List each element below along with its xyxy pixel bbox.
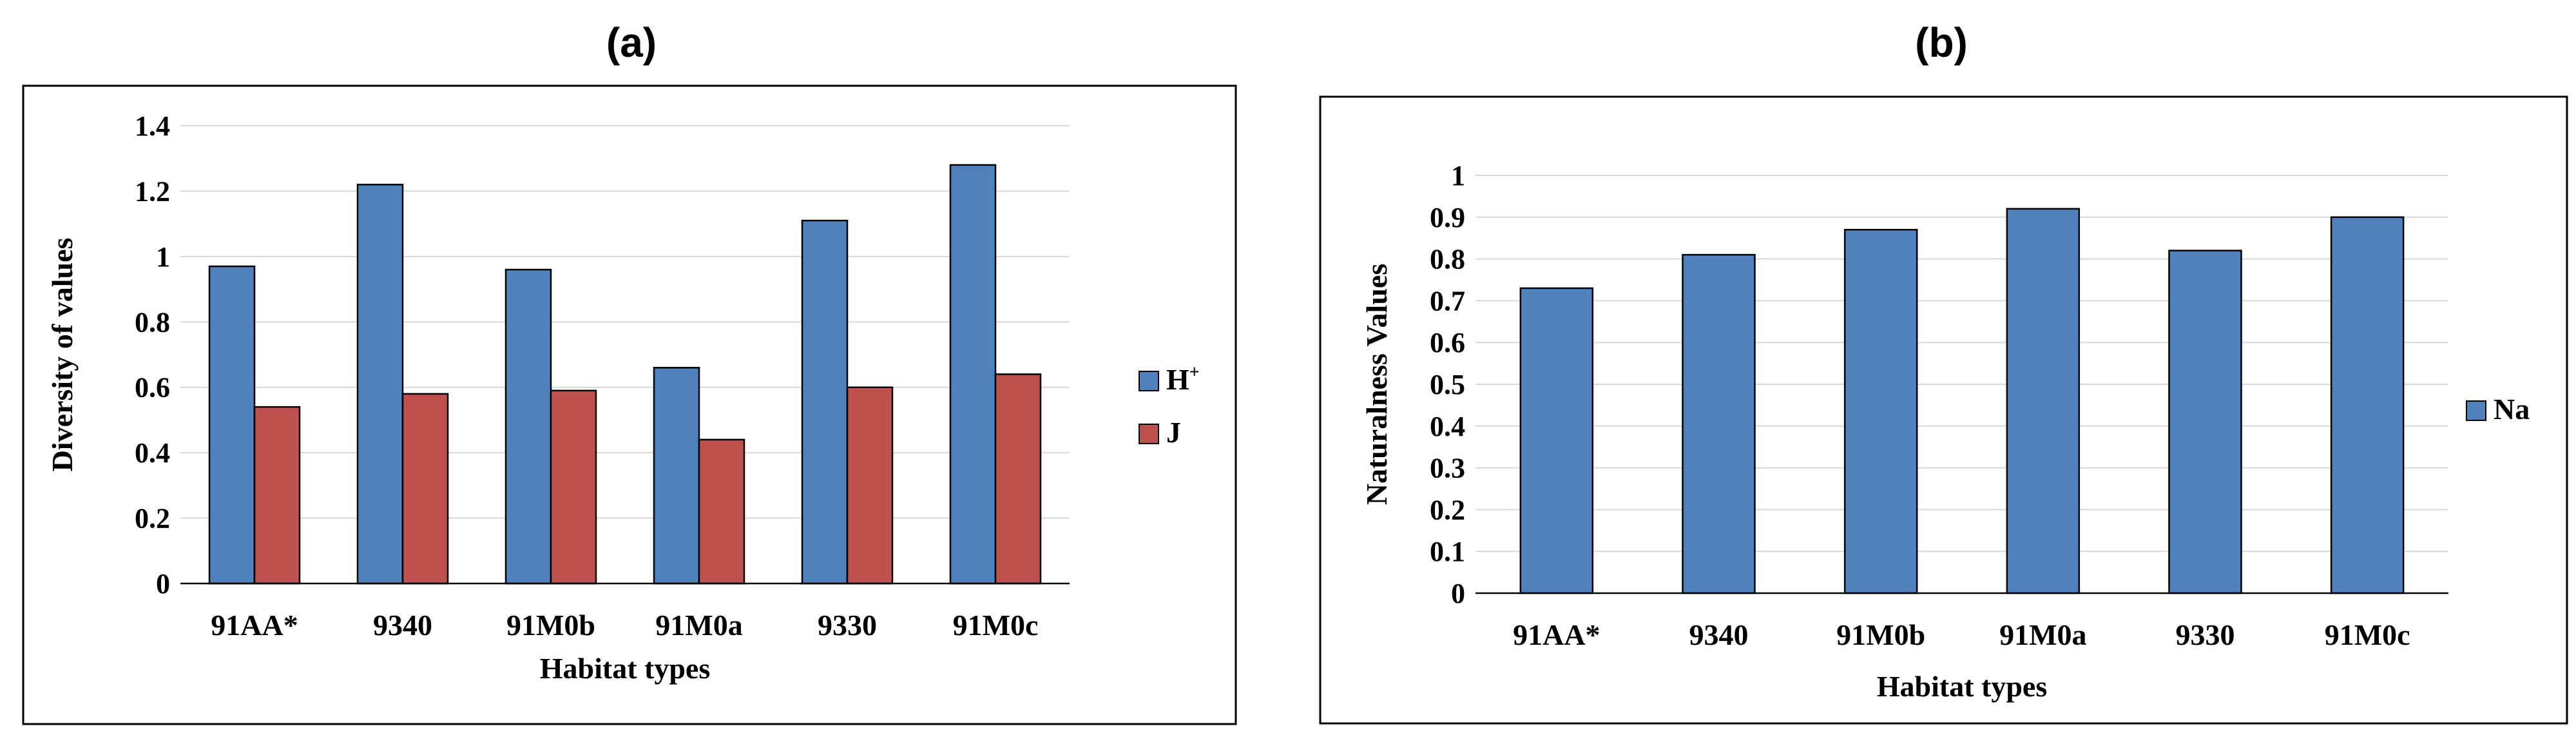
y-tick-label: 0 (1451, 578, 1465, 609)
y-tick-label: 0.7 (1430, 285, 1465, 317)
panel-b-label: (b) (1915, 19, 1968, 66)
x-tick-label: 9330 (818, 609, 877, 642)
bar-j-91AA* (253, 406, 301, 585)
y-tick-label: 0.8 (135, 306, 170, 338)
y-tick-label: 0.9 (1430, 202, 1465, 233)
y-tick-label: 0.6 (1430, 327, 1465, 358)
x-tick-label: 91M0c (953, 609, 1039, 642)
y-tick-label: 1 (156, 241, 170, 273)
legend-swatch-h (1139, 371, 1159, 391)
bar-h-9330 (801, 219, 849, 585)
y-tick-label: 0.6 (135, 372, 170, 404)
x-tick-label: 91AA* (211, 609, 298, 642)
bar-na-91AA* (1519, 287, 1594, 594)
y-tick-label: 0.4 (135, 437, 170, 469)
bar-j-91M0b (550, 389, 597, 585)
x-axis-title: Habitat types (1877, 670, 2048, 703)
bar-j-9340 (401, 393, 449, 585)
bar-na-91M0c (2330, 216, 2405, 594)
legend-superscript: + (1189, 362, 1200, 382)
chart-a: 0 0.2 0.4 0.6 0.8 1 1.2 1.4 91AA* 9340 91M0b 91M0a 9… (46, 110, 1200, 685)
chart-b: 0 0.1 0.2 0.3 0.4 0.5 0.6 0.7 0.8 0.9 1 91AA* 9340 91… (1360, 160, 2530, 703)
panel-b: (b) 0 0.1 0.2 0.3 0.4 0.5 0.6 0.7 0.8 0.9 1 91AA* 93… (1319, 19, 2568, 725)
y-axis-title: Naturalness Values (1360, 264, 1393, 505)
x-tick-label: 9330 (2176, 618, 2235, 651)
x-axis-title: Habitat types (540, 652, 711, 685)
legend-label: Na (2494, 393, 2530, 426)
bar-h-91M0a (653, 367, 700, 585)
x-tick-label: 9340 (373, 609, 432, 642)
y-tick-label: 0.5 (1430, 369, 1465, 400)
y-tick-label: 0.2 (1430, 494, 1465, 525)
y-tick-label: 0.8 (1430, 244, 1465, 275)
bar-h-91AA* (208, 265, 256, 585)
bar-h-9340 (356, 184, 404, 585)
bar-na-91M0b (1843, 228, 1918, 594)
x-tick-label: 91M0a (655, 609, 742, 642)
panel-a-label: (a) (606, 19, 657, 66)
legend-series-name: H (1166, 363, 1189, 396)
bar-na-9340 (1682, 253, 1756, 594)
legend-series-name: J (1166, 416, 1181, 449)
bar-h-91M0b (505, 268, 552, 585)
bar-na-91M0a (2006, 208, 2081, 594)
y-tick-label: 0.3 (1430, 453, 1465, 484)
y-tick-label: 0.4 (1430, 411, 1465, 442)
y-tick-label: 0.2 (135, 503, 170, 534)
legend-swatch-na (2466, 400, 2486, 421)
legend-label: J (1166, 416, 1181, 449)
legend-swatch-j (1139, 424, 1159, 444)
x-tick-label: 91M0c (2325, 618, 2410, 651)
x-tick-label: 91AA* (1513, 618, 1600, 651)
panel-a: (a) 0 0.2 0.4 0.6 0.8 1 1.2 1.4 91AA* 9340 91M0b 91… (22, 19, 1237, 725)
x-tick-label: 91M0a (1999, 618, 2086, 651)
bar-j-91M0a (698, 438, 745, 585)
y-tick-label: 0 (156, 568, 170, 600)
legend-series-name: Na (2494, 393, 2530, 426)
x-tick-label: 9340 (1689, 618, 1749, 651)
bar-na-9330 (2168, 250, 2242, 594)
y-tick-label: 1 (1451, 160, 1465, 191)
legend-label: H+ (1166, 362, 1200, 396)
y-tick-label: 1.2 (135, 175, 170, 207)
panel-a-frame (22, 84, 1237, 725)
x-tick-label: 91M0b (1836, 618, 1925, 651)
bar-h-91M0c (949, 164, 997, 585)
y-tick-label: 0.1 (1430, 536, 1465, 567)
y-tick-label: 1.4 (135, 110, 170, 142)
bar-j-9330 (846, 386, 894, 585)
x-tick-label: 91M0b (506, 609, 595, 642)
bar-j-91M0c (994, 373, 1042, 585)
y-axis-title: Diversity of values (46, 238, 79, 472)
